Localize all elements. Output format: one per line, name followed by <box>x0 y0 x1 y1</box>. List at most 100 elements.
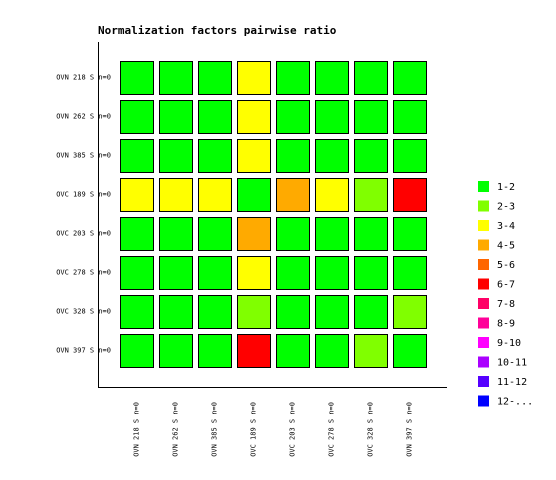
cell <box>393 256 427 290</box>
legend-label: 12-... <box>497 397 533 408</box>
cell <box>198 334 232 368</box>
column-label: OVN 397 S n=0 <box>406 402 414 457</box>
cell <box>354 139 388 173</box>
cell <box>315 256 349 290</box>
cell <box>198 256 232 290</box>
cell <box>354 295 388 329</box>
cell <box>159 217 193 251</box>
legend-swatch <box>478 200 489 212</box>
cell <box>276 139 310 173</box>
legend-label: 7-8 <box>497 299 515 310</box>
row-label: OVC 189 S n=0 <box>56 191 111 199</box>
cell <box>159 295 193 329</box>
row-label: OVC 278 S n=0 <box>56 269 111 277</box>
cell <box>354 100 388 134</box>
legend-swatch <box>478 220 489 231</box>
legend-swatch <box>478 337 489 348</box>
cell <box>120 334 154 368</box>
row-label: OVN 262 S n=0 <box>56 113 111 121</box>
cell <box>393 178 427 212</box>
column-label: OVC 328 S n=0 <box>367 402 375 457</box>
cell <box>354 334 388 368</box>
cell <box>159 334 193 368</box>
cell <box>120 178 154 212</box>
column-label: OVN 385 S n=0 <box>211 402 219 457</box>
cell <box>237 100 271 134</box>
legend-label: 4-5 <box>497 241 515 252</box>
column-label: OVN 262 S n=0 <box>172 402 180 457</box>
cell <box>315 100 349 134</box>
cell <box>198 217 232 251</box>
cell <box>120 295 154 329</box>
legend-swatch <box>478 376 489 387</box>
cell <box>159 256 193 290</box>
cell <box>237 334 271 368</box>
cell <box>237 139 271 173</box>
chart-title: Normalization factors pairwise ratio <box>98 24 337 37</box>
cell <box>276 61 310 95</box>
legend-swatch <box>478 395 489 407</box>
legend-label: 6-7 <box>497 280 515 291</box>
legend-label: 3-4 <box>497 221 515 232</box>
column-label: OVC 278 S n=0 <box>328 402 336 457</box>
row-label: OVN 218 S n=0 <box>56 74 111 82</box>
column-label: OVN 218 S n=0 <box>133 402 141 457</box>
cell <box>276 334 310 368</box>
legend-swatch <box>478 239 489 251</box>
cell <box>315 139 349 173</box>
legend-swatch <box>478 317 489 329</box>
cell <box>276 256 310 290</box>
cell <box>159 178 193 212</box>
legend-swatch <box>478 181 489 192</box>
cell <box>393 334 427 368</box>
cell <box>315 178 349 212</box>
cell <box>315 295 349 329</box>
cell <box>315 334 349 368</box>
legend-swatch <box>478 278 489 290</box>
cell <box>237 295 271 329</box>
cell <box>276 217 310 251</box>
cell <box>393 61 427 95</box>
cell <box>354 256 388 290</box>
legend-label: 9-10 <box>497 338 521 349</box>
cell <box>120 61 154 95</box>
cell <box>354 217 388 251</box>
cell <box>276 295 310 329</box>
cell <box>393 217 427 251</box>
cell <box>315 61 349 95</box>
cell <box>159 100 193 134</box>
cell <box>159 61 193 95</box>
legend-label: 11-12 <box>497 377 527 388</box>
column-label: OVC 189 S n=0 <box>250 402 258 457</box>
legend-label: 5-6 <box>497 260 515 271</box>
row-label: OVC 203 S n=0 <box>56 230 111 238</box>
cell <box>354 178 388 212</box>
cell <box>276 100 310 134</box>
cell <box>315 217 349 251</box>
cell <box>120 217 154 251</box>
legend-swatch <box>478 298 489 309</box>
cell <box>393 139 427 173</box>
cell <box>120 256 154 290</box>
cell <box>237 256 271 290</box>
legend-label: 8-9 <box>497 319 515 330</box>
legend-label: 2-3 <box>497 202 515 213</box>
cell <box>393 100 427 134</box>
cell <box>198 295 232 329</box>
cell <box>393 295 427 329</box>
cell <box>276 178 310 212</box>
cell <box>120 100 154 134</box>
cell <box>120 139 154 173</box>
cell <box>198 178 232 212</box>
legend-swatch <box>478 356 489 368</box>
cell <box>159 139 193 173</box>
cell <box>237 61 271 95</box>
cell <box>237 217 271 251</box>
cell <box>198 61 232 95</box>
row-label: OVN 397 S n=0 <box>56 347 111 355</box>
row-label: OVN 385 S n=0 <box>56 152 111 160</box>
column-label: OVC 203 S n=0 <box>289 402 297 457</box>
cell <box>198 139 232 173</box>
legend-swatch <box>478 259 489 270</box>
